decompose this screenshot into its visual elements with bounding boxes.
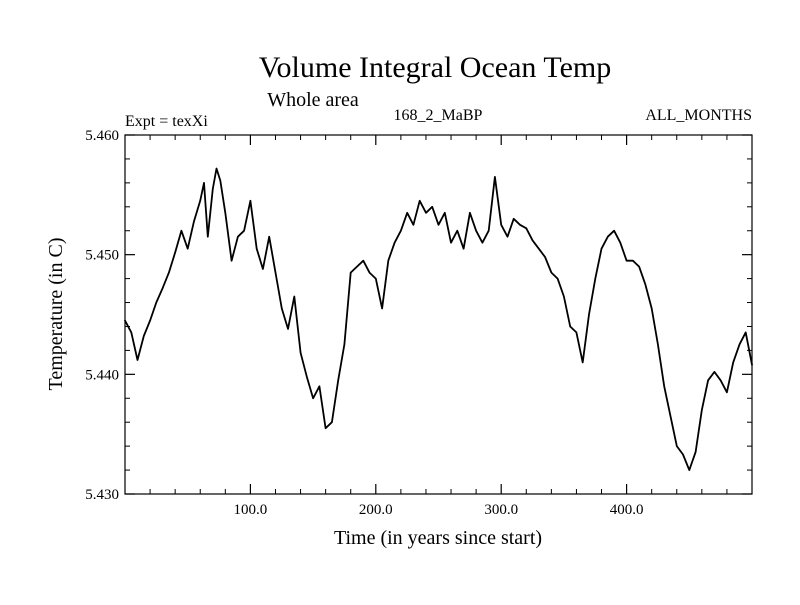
series-line-texXi bbox=[124, 167, 753, 472]
months-label: ALL_MONTHS bbox=[645, 107, 752, 124]
x-tick-label: 400.0 bbox=[610, 502, 644, 518]
plot-axes: 100.0 200.0 300.0 400.0 5.430 5.440 5.450 5.460 bbox=[85, 128, 753, 518]
chart-title: Volume Integral Ocean Temp bbox=[259, 51, 612, 84]
period-label: 168_2_MaBP bbox=[394, 107, 483, 124]
x-tick-label: 100.0 bbox=[234, 502, 268, 518]
x-axis-label: Time (in years since start) bbox=[334, 527, 542, 549]
y-tick-label: 5.460 bbox=[85, 128, 119, 144]
y-axis-label: Temperature (in C) bbox=[45, 238, 67, 391]
y-tick-label: 5.450 bbox=[85, 248, 119, 264]
x-tick-label: 200.0 bbox=[359, 502, 393, 518]
series-layer bbox=[124, 167, 753, 472]
y-tick-label: 5.440 bbox=[85, 367, 119, 383]
x-tick-label: 300.0 bbox=[484, 502, 518, 518]
chart-subtitle: Whole area bbox=[267, 89, 359, 111]
plot-frame bbox=[124, 134, 753, 495]
y-tick-label: 5.430 bbox=[85, 487, 119, 503]
experiment-label: Expt = texXi bbox=[125, 113, 208, 130]
